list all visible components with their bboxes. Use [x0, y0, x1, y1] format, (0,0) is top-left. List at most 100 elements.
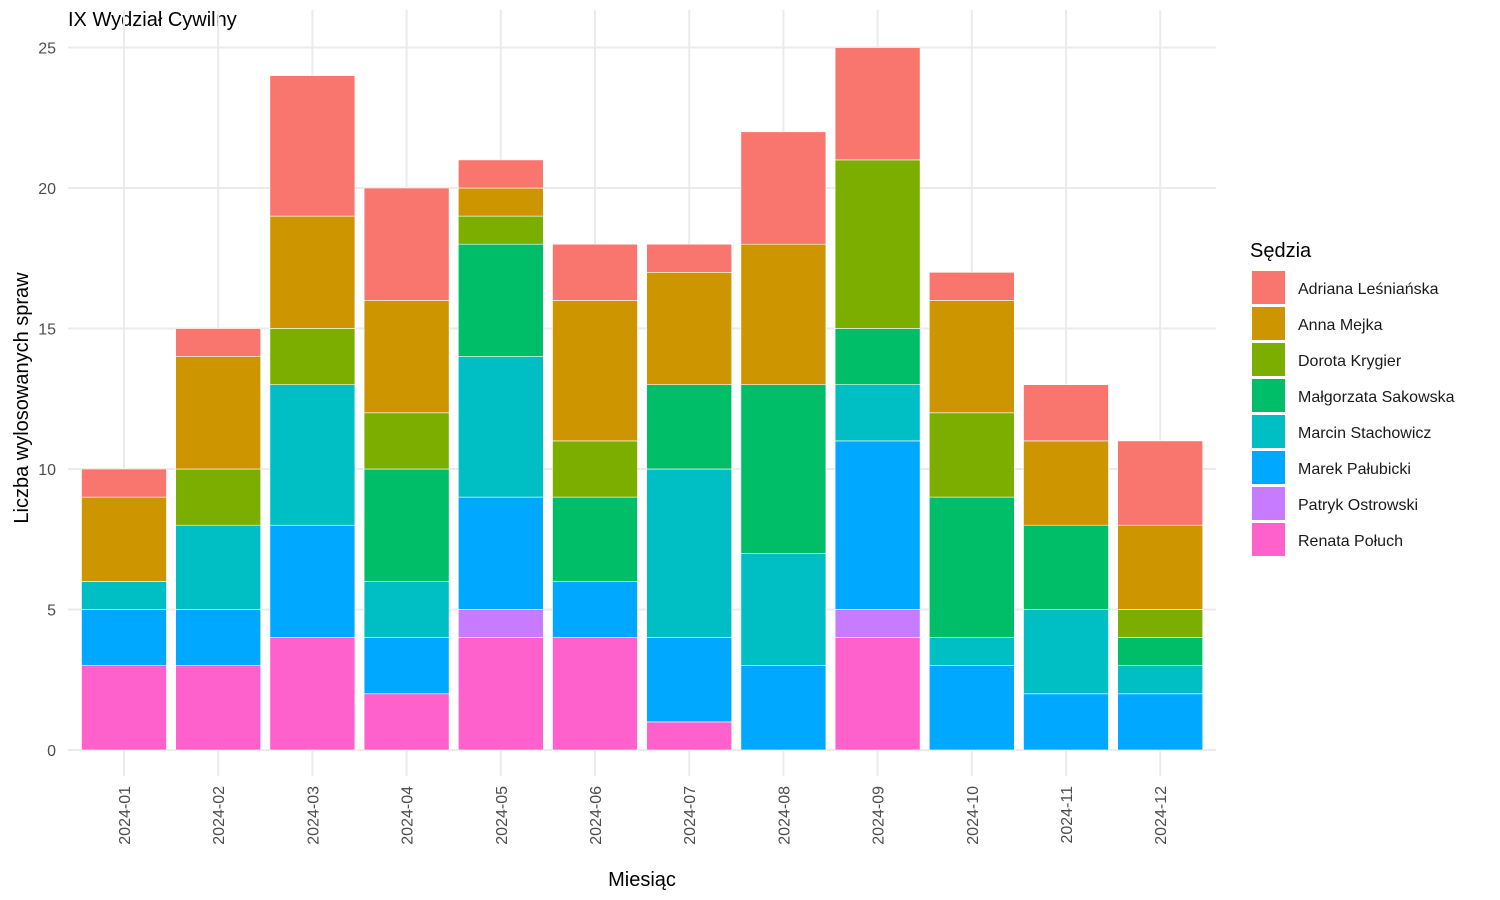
bar-segment	[175, 468, 261, 526]
x-tick-label: 2024-08	[776, 786, 793, 845]
bar-segment	[740, 552, 827, 666]
bar-segment	[363, 581, 450, 638]
x-tick-label: 2024-03	[305, 786, 322, 845]
bar-segment	[1023, 524, 1109, 610]
legend-label: Małgorzata Sakowska	[1298, 389, 1455, 406]
bar-segment	[834, 637, 921, 751]
bars	[81, 47, 1203, 751]
bar-segment	[1023, 384, 1109, 442]
legend-swatch	[1252, 487, 1285, 520]
bar-segment	[363, 637, 450, 695]
bar-segment	[928, 271, 1015, 301]
legend-label: Marek Pałubicki	[1298, 461, 1411, 478]
bar-segment	[457, 609, 544, 638]
x-axis-ticks: 2024-01 2024-02 2024-03 2024-04 2024-05 2024-…	[117, 786, 1170, 845]
legend-swatch	[1252, 307, 1285, 340]
bar-segment	[1023, 609, 1109, 695]
bar-segment	[646, 721, 733, 751]
legend-swatch	[1252, 379, 1285, 412]
y-tick-label: 20	[38, 181, 56, 198]
bar-segment	[457, 159, 544, 189]
bar-segment	[646, 384, 733, 470]
x-tick-label: 2024-09	[871, 786, 888, 845]
x-tick-label: 2024-01	[117, 786, 134, 845]
bar-segment	[175, 609, 261, 667]
bar-segment	[269, 384, 356, 526]
bar-segment	[269, 524, 356, 638]
x-tick-label: 2024-05	[494, 786, 511, 845]
bar-segment	[363, 412, 450, 470]
legend-items: Adriana Leśniańska Anna Mejka Dorota Krygi…	[1252, 271, 1455, 556]
bar-segment	[834, 609, 921, 638]
bar-segment	[457, 356, 544, 498]
x-tick-label: 2024-04	[400, 786, 417, 845]
bar-segment	[363, 300, 450, 414]
y-tick-label: 15	[38, 322, 56, 339]
bar-segment	[175, 356, 261, 470]
bar-segment	[175, 524, 261, 610]
legend-label: Dorota Krygier	[1298, 353, 1402, 370]
y-axis-title: Liczba wylosowanych spraw	[11, 272, 33, 524]
bar-segment	[552, 243, 638, 301]
bar-segment	[1117, 637, 1203, 666]
bar-segment	[740, 243, 827, 385]
bar-segment	[740, 665, 827, 751]
bar-segment	[928, 665, 1015, 751]
bar-segment	[928, 637, 1015, 666]
x-tick-label: 2024-10	[965, 786, 982, 845]
bar-segment	[1117, 524, 1203, 610]
bar-segment	[834, 328, 921, 386]
bar-segment	[457, 243, 544, 357]
x-tick-label: 2024-06	[588, 786, 605, 845]
legend-swatch	[1252, 343, 1285, 376]
bar-segment	[175, 328, 261, 357]
legend-label: Patryk Ostrowski	[1298, 497, 1418, 514]
bar-segment	[175, 665, 261, 751]
bar-segment	[740, 131, 827, 245]
bar-segment	[834, 440, 921, 610]
bar-segment	[928, 496, 1015, 638]
bar-segment	[646, 468, 733, 638]
bar-segment	[834, 384, 921, 442]
x-axis-title: Miesiąc	[608, 869, 676, 891]
bar-segment	[834, 47, 921, 161]
x-tick-label: 2024-02	[211, 786, 228, 845]
bar-segment	[1117, 665, 1203, 695]
bar-segment	[1023, 693, 1109, 751]
legend-swatch	[1252, 415, 1285, 448]
bar-segment	[457, 215, 544, 245]
bar-segment	[457, 637, 544, 751]
legend-label: Marcin Stachowicz	[1298, 425, 1431, 442]
bar-segment	[269, 75, 356, 217]
legend-label: Renata Połuch	[1298, 533, 1403, 550]
bar-segment	[1117, 693, 1203, 751]
y-tick-label: 10	[38, 462, 56, 479]
bar-segment	[646, 243, 733, 273]
bar-segment	[646, 271, 733, 385]
bar-segment	[81, 609, 167, 667]
y-tick-label: 25	[38, 41, 56, 58]
bar-segment	[646, 637, 733, 723]
chart-title: IX Wydział Cywilny	[68, 9, 237, 31]
y-tick-label: 5	[47, 603, 56, 620]
bar-segment	[81, 468, 167, 498]
x-tick-label: 2024-12	[1153, 786, 1170, 845]
bar-segment	[81, 665, 167, 751]
bar-segment	[363, 187, 450, 301]
bar-segment	[269, 215, 356, 329]
bar-segment	[834, 159, 921, 329]
bar-segment	[457, 496, 544, 610]
bar-segment	[363, 693, 450, 751]
bar-segment	[552, 581, 638, 638]
bar-segment	[269, 637, 356, 751]
bar-segment	[928, 412, 1015, 498]
bar-segment	[552, 496, 638, 582]
bar-segment	[740, 384, 827, 554]
legend-title: Sędzia	[1250, 240, 1312, 262]
bar-segment	[552, 300, 638, 442]
y-tick-label: 0	[47, 743, 56, 760]
bar-segment	[81, 581, 167, 610]
legend-swatch	[1252, 451, 1285, 484]
x-tick-label: 2024-11	[1059, 786, 1076, 844]
